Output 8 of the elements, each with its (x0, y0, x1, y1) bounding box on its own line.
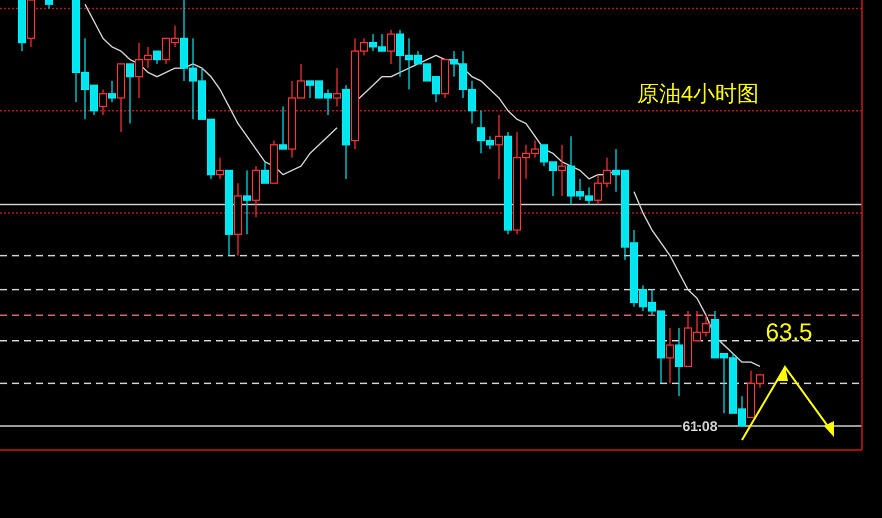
candlestick (674, 327, 684, 397)
candlestick (558, 144, 566, 197)
annotation: 63.5 (766, 319, 812, 346)
annotation: 原油4小时图 (636, 81, 760, 106)
candlestick (234, 182, 242, 256)
candlestick (494, 114, 504, 180)
candlestick (242, 170, 252, 235)
candlestick (666, 327, 674, 384)
